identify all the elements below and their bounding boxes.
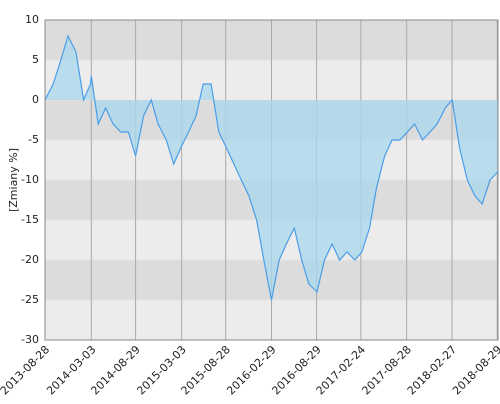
y-tick-label: -15 <box>21 213 39 226</box>
y-tick-label: 0 <box>32 93 39 106</box>
y-tick-label: -25 <box>21 293 39 306</box>
y-tick-label: -10 <box>21 173 39 186</box>
y-tick-label: -5 <box>28 133 39 146</box>
area <box>45 36 498 300</box>
line <box>44 34 499 301</box>
plot-border <box>44 19 499 341</box>
y-tick-label: -20 <box>21 253 39 266</box>
y-axis-label: [Zmiany %] <box>7 148 20 212</box>
y-tick-label: 5 <box>32 53 39 66</box>
y-tick-label: 10 <box>25 13 39 26</box>
y-tick-label: -30 <box>21 333 39 346</box>
